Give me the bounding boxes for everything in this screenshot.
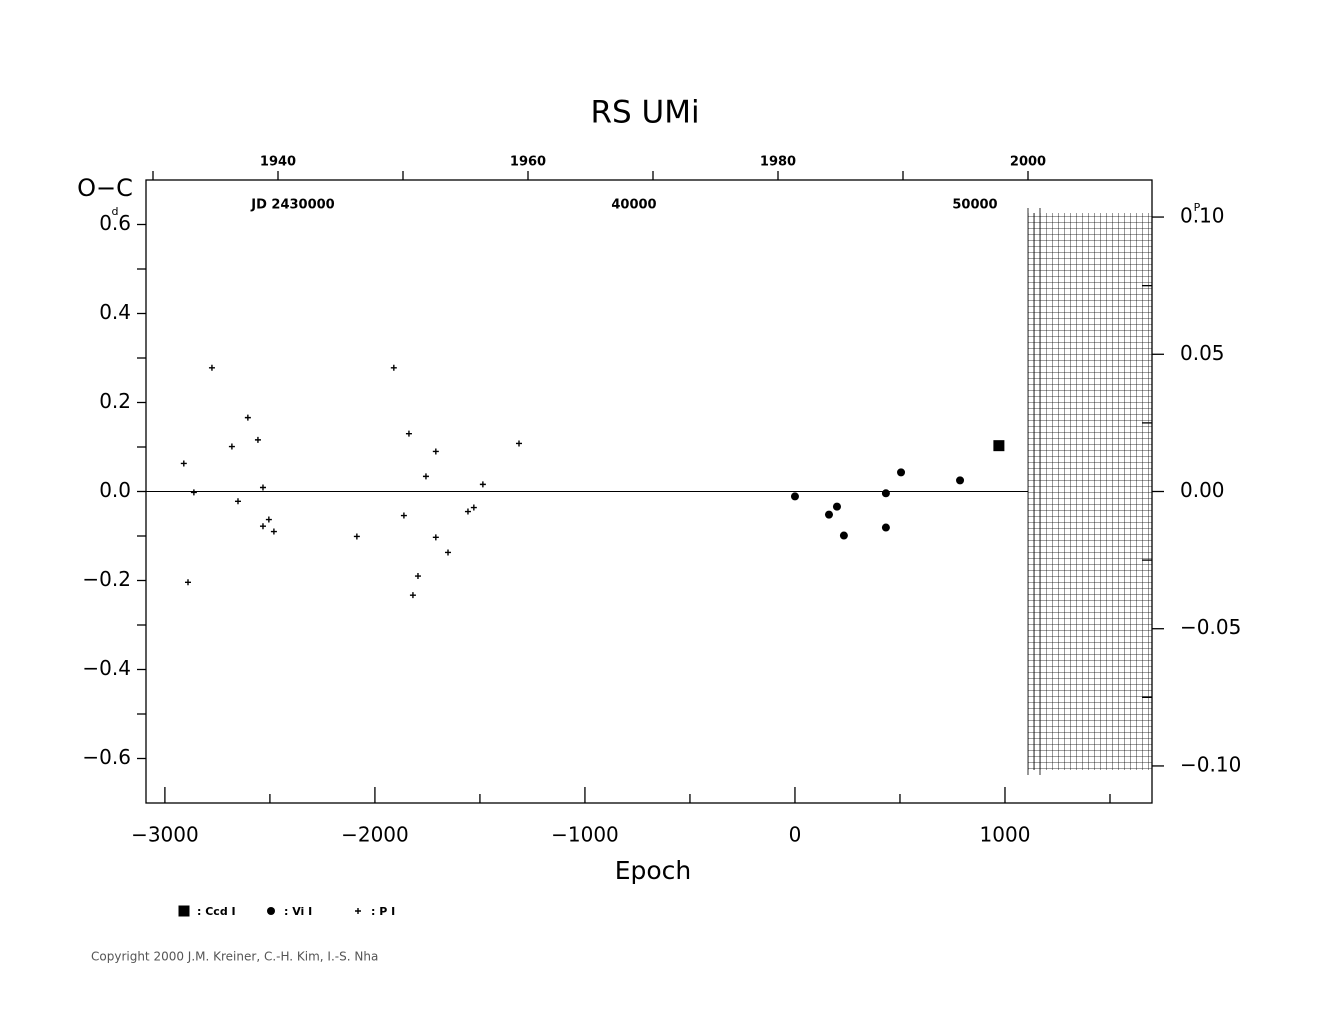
circle-point <box>832 502 841 511</box>
chart-title: RS UMi <box>590 95 699 131</box>
circle-point <box>839 531 848 540</box>
plus-point <box>464 508 471 515</box>
jd-label: 50000 <box>952 198 997 213</box>
circle-point <box>956 476 965 485</box>
plus-point <box>432 448 439 455</box>
x-tick-label: −2000 <box>341 823 409 847</box>
y2-tick-label: 0.05 <box>1180 341 1225 365</box>
circle-point <box>897 468 906 477</box>
circle-point <box>790 492 799 501</box>
top-tick-label: 1980 <box>760 155 796 170</box>
plus-point <box>259 523 266 530</box>
plus-point <box>470 504 477 511</box>
copyright: Copyright 2000 J.M. Kreiner, C.-H. Kim, … <box>91 950 378 964</box>
jd-label: 40000 <box>611 198 656 213</box>
plus-point <box>208 364 215 371</box>
plus-point <box>515 440 522 447</box>
y-axis-label: O−C <box>77 174 133 202</box>
y2-tick-label: 0.10 <box>1180 204 1225 228</box>
y2-tick-label: −0.05 <box>1180 615 1241 639</box>
square-point <box>178 905 190 917</box>
jd-label: JD 2430000 <box>250 198 334 213</box>
plus-point <box>180 460 187 467</box>
top-tick-label: 2000 <box>1010 155 1046 170</box>
x-axis-label: Epoch <box>615 856 692 885</box>
plus-point <box>400 512 407 519</box>
y-tick-label: 0.4 <box>99 300 131 324</box>
legend-label: : P I <box>371 905 395 918</box>
top-tick-label: 1940 <box>260 155 296 170</box>
hatched-region <box>1028 213 1152 770</box>
plus-point <box>414 573 421 580</box>
plus-point <box>353 533 360 540</box>
plus-point <box>259 484 266 491</box>
plus-point <box>390 364 397 371</box>
y2-tick-label: 0.00 <box>1180 478 1225 502</box>
circle-point <box>881 523 890 532</box>
circle-point <box>267 907 275 915</box>
y-unit: d <box>112 205 119 218</box>
plus-point <box>445 549 452 556</box>
y-tick-label: 0.0 <box>99 478 131 502</box>
plus-point <box>479 481 486 488</box>
plus-point <box>185 579 192 586</box>
x-tick-label: 1000 <box>980 823 1031 847</box>
y-tick-label: −0.4 <box>82 656 131 680</box>
plus-point <box>244 414 251 421</box>
x-tick-label: −1000 <box>551 823 619 847</box>
plus-point <box>405 430 412 437</box>
y2-tick-label: −0.10 <box>1180 752 1241 776</box>
legend-label: : Vi I <box>284 905 312 918</box>
y-tick-label: −0.6 <box>82 745 131 769</box>
plus-point <box>355 908 361 914</box>
legend-label: : Ccd I <box>197 905 236 918</box>
plus-point <box>228 443 235 450</box>
plus-point <box>422 473 429 480</box>
circle-point <box>881 489 890 498</box>
y-tick-label: 0.2 <box>99 389 131 413</box>
plus-point <box>234 498 241 505</box>
plus-point <box>409 592 416 599</box>
y-tick-label: 0.6 <box>99 211 131 235</box>
plus-point <box>432 534 439 541</box>
plus-point <box>270 528 277 535</box>
square-point <box>993 440 1005 452</box>
circle-point <box>824 510 833 519</box>
top-tick-label: 1960 <box>510 155 546 170</box>
x-tick-label: −3000 <box>131 823 199 847</box>
plus-point <box>190 489 197 496</box>
plus-point <box>265 516 272 523</box>
y-tick-label: −0.2 <box>82 567 131 591</box>
plus-point <box>254 436 261 443</box>
y2-unit: P <box>1194 201 1201 214</box>
x-tick-label: 0 <box>789 823 802 847</box>
